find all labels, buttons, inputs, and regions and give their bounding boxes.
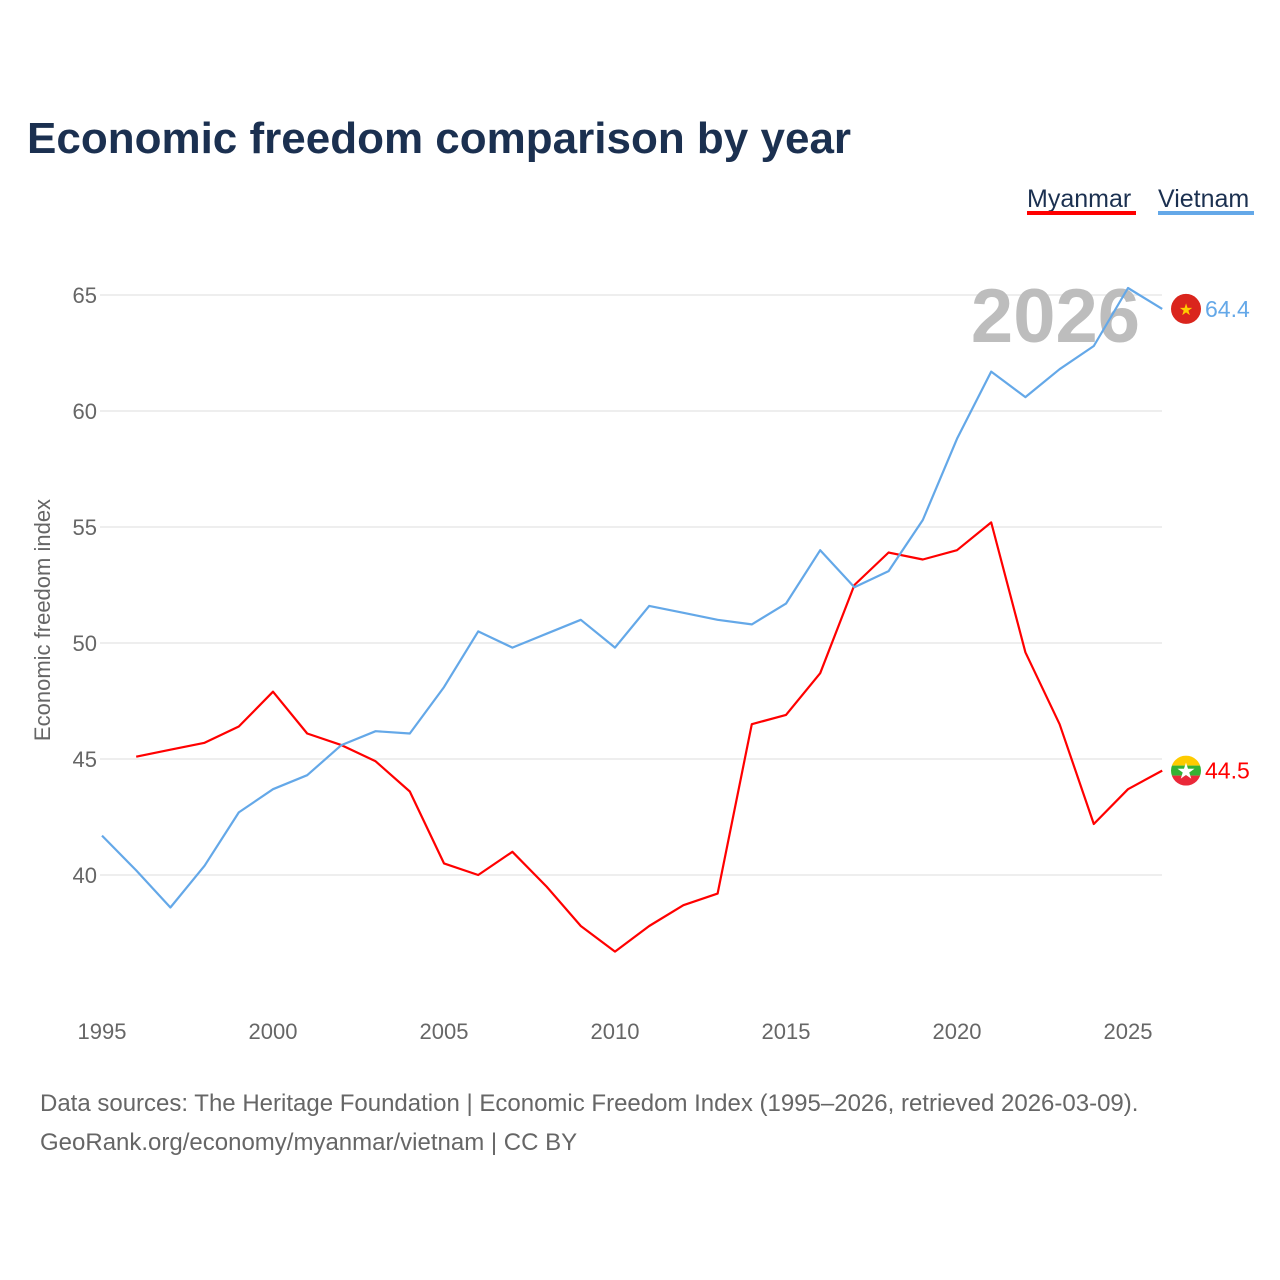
- x-axis: 1995 2000 2005 2010 2015 2020 2025: [78, 1019, 1153, 1044]
- series-lines: [101, 286, 1163, 953]
- series-line-vietnam: [101, 286, 1163, 909]
- year-watermark: 2026: [971, 274, 1140, 359]
- legend-item-vietnam[interactable]: Vietnam: [1158, 185, 1249, 213]
- source-line-2: GeoRank.org/economy/myanmar/vietnam | CC…: [40, 1129, 577, 1156]
- y-tick-label: 50: [73, 631, 97, 656]
- x-tick-label: 2010: [591, 1019, 640, 1044]
- legend-swatch-myanmar: [1027, 211, 1136, 215]
- x-tick-label: 2015: [762, 1019, 811, 1044]
- end-labels: ★ 44.5 ★ 64.4: [1171, 293, 1250, 786]
- y-tick-label: 40: [73, 863, 97, 888]
- y-tick-label: 55: [73, 515, 97, 540]
- legend-swatch-vietnam: [1158, 211, 1254, 215]
- x-tick-label: 1995: [78, 1019, 127, 1044]
- source-line-1: Data sources: The Heritage Foundation | …: [40, 1090, 1138, 1117]
- y-tick-label: 45: [73, 747, 97, 772]
- legend-item-myanmar[interactable]: Myanmar: [1027, 185, 1131, 213]
- chart-title: Economic freedom comparison by year: [27, 114, 851, 163]
- svg-text:★: ★: [1176, 759, 1196, 784]
- x-tick-label: 2025: [1104, 1019, 1153, 1044]
- end-value-vietnam: 64.4: [1205, 296, 1250, 322]
- x-tick-label: 2005: [420, 1019, 469, 1044]
- svg-text:★: ★: [1179, 302, 1193, 319]
- gridlines: 40 45 50 55 60 65: [73, 283, 1162, 888]
- flag-myanmar-icon: ★: [1171, 755, 1201, 786]
- y-axis-label: Economic freedom index: [30, 499, 55, 741]
- series-line-myanmar: [135, 521, 1163, 953]
- end-value-myanmar: 44.5: [1205, 758, 1250, 784]
- x-tick-label: 2000: [249, 1019, 298, 1044]
- flag-vietnam-icon: ★: [1171, 293, 1201, 324]
- y-tick-label: 65: [73, 283, 97, 308]
- legend: Myanmar Vietnam: [1027, 185, 1254, 215]
- x-tick-label: 2020: [933, 1019, 982, 1044]
- y-tick-label: 60: [73, 399, 97, 424]
